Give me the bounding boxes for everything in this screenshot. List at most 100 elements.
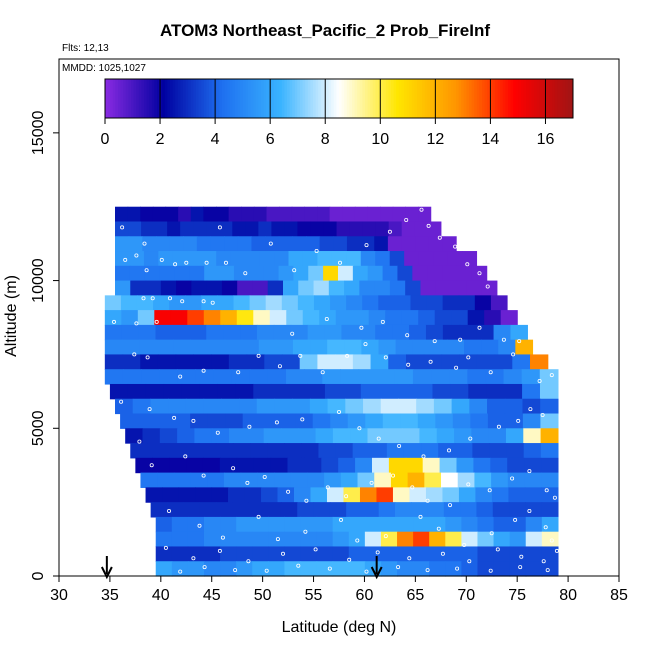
colorbar-swatch	[445, 79, 449, 118]
colorbar-swatch	[144, 79, 148, 118]
heatmap-cell	[409, 324, 427, 341]
sample-point	[217, 225, 222, 230]
heatmap-cell	[418, 206, 432, 223]
heatmap-cell	[268, 561, 286, 577]
colorbar-swatch	[183, 79, 187, 118]
heatmap-cell	[316, 561, 334, 577]
colorbar-swatch	[159, 79, 163, 118]
heatmap-cell	[539, 383, 559, 400]
colorbar-swatch	[294, 79, 298, 118]
heatmap-cell	[442, 487, 460, 503]
sample-point	[554, 548, 559, 553]
heatmap-cell	[411, 502, 429, 518]
heatmap-cell	[530, 354, 549, 370]
heatmap-cell	[421, 443, 439, 459]
heatmap-cell	[472, 443, 491, 459]
heatmap-cell	[540, 428, 559, 444]
heatmap-cell	[342, 206, 356, 223]
heatmap-cell	[170, 310, 188, 326]
heatmap-cell	[481, 280, 498, 296]
sample-point	[510, 476, 515, 481]
heatmap-cell	[300, 546, 318, 562]
heatmap-cell	[413, 561, 430, 577]
colorbar-swatch	[274, 79, 278, 118]
heatmap-cell	[157, 472, 175, 488]
colorbar-swatch	[258, 79, 262, 118]
heatmap-cell	[269, 310, 287, 326]
sample-point	[465, 262, 470, 267]
heatmap-cell	[477, 531, 495, 548]
heatmap-cell	[141, 221, 155, 237]
y-tick-label: 5000	[30, 410, 47, 446]
heatmap-cell	[375, 251, 391, 267]
heatmap-cell	[388, 221, 403, 237]
heatmap-cell	[490, 295, 508, 311]
colorbar-swatch	[237, 79, 241, 118]
sample-point	[527, 508, 532, 513]
heatmap-cell	[140, 206, 154, 223]
sample-point	[327, 566, 332, 571]
heatmap-cell	[423, 354, 443, 370]
colorbar-swatch	[352, 79, 356, 118]
x-tick-label: 50	[254, 587, 272, 604]
heatmap-cell	[242, 413, 261, 429]
heatmap-cell	[185, 295, 202, 311]
colorbar-swatch	[515, 79, 519, 118]
colorbar-swatch	[198, 79, 202, 118]
heatmap-cell	[145, 487, 163, 503]
y-tick-label: 15000	[30, 111, 47, 156]
colorbar-swatch	[357, 79, 361, 118]
sample-point	[338, 517, 343, 522]
heatmap-cell	[378, 295, 395, 311]
x-axis-label: Latitude (deg N)	[282, 619, 397, 636]
heatmap-cell	[316, 531, 334, 548]
heatmap-cell	[471, 265, 488, 282]
colorbar-swatch	[450, 79, 454, 118]
sample-point	[428, 359, 433, 364]
heatmap-cell	[196, 236, 212, 252]
heatmap-cell	[153, 295, 170, 311]
heatmap-cell	[281, 354, 301, 370]
heatmap-cell	[461, 561, 479, 577]
colorbar-swatch	[170, 79, 174, 118]
heatmap-cell	[203, 531, 221, 548]
heatmap-cell	[220, 310, 238, 326]
heatmap-cell	[541, 487, 559, 503]
heatmap-cell	[348, 561, 366, 577]
heatmap-cell	[287, 457, 305, 474]
sample-point	[485, 284, 490, 289]
colorbar-swatch	[409, 79, 413, 118]
colorbar-swatch	[458, 79, 462, 118]
heatmap-cell	[128, 236, 143, 252]
heatmap-cell	[232, 443, 251, 459]
heatmap-cell	[236, 546, 253, 562]
sample-point	[549, 538, 554, 543]
x-tick-label: 40	[152, 587, 170, 604]
heatmap-cell	[394, 295, 412, 311]
colorbar-swatch	[339, 79, 343, 118]
sample-point	[166, 508, 171, 513]
heatmap-cell	[371, 457, 390, 474]
heatmap-cell	[363, 398, 382, 415]
heatmap-cell	[462, 251, 478, 267]
heatmap-cell	[308, 265, 324, 282]
heatmap-cell	[235, 383, 254, 400]
heatmap-cell	[522, 398, 541, 415]
heatmap-cell	[230, 251, 246, 267]
heatmap-cell	[256, 398, 276, 415]
sample-point	[286, 489, 291, 494]
colorbar-swatch	[508, 79, 512, 118]
heatmap-cell	[401, 236, 416, 252]
sample-point	[197, 523, 202, 528]
heatmap-cell	[335, 310, 353, 326]
heatmap-cell	[380, 206, 394, 223]
colorbar-tick-label: 12	[426, 131, 444, 148]
colorbar-swatch	[250, 79, 254, 118]
colorbar-swatch	[435, 79, 439, 118]
sample-point	[202, 565, 207, 570]
heatmap-cell	[187, 310, 205, 326]
heatmap-cell	[509, 546, 527, 562]
heatmap-cell	[405, 457, 424, 474]
heatmap-cell	[427, 221, 442, 237]
